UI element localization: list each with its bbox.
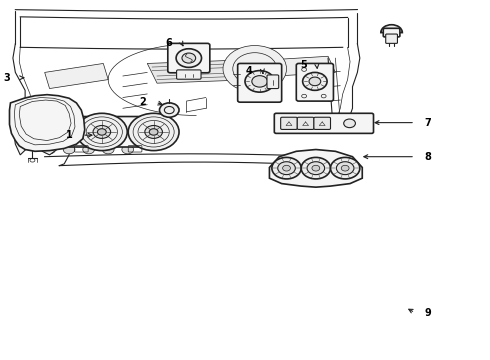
Circle shape	[272, 157, 301, 179]
Polygon shape	[63, 117, 169, 147]
Circle shape	[44, 145, 55, 154]
Circle shape	[283, 165, 291, 171]
FancyBboxPatch shape	[296, 63, 333, 101]
Circle shape	[122, 145, 134, 154]
Text: 4: 4	[246, 66, 253, 76]
Polygon shape	[32, 112, 64, 155]
Circle shape	[159, 103, 179, 117]
Circle shape	[312, 165, 320, 171]
Circle shape	[278, 162, 295, 175]
Circle shape	[83, 145, 95, 154]
Polygon shape	[9, 95, 85, 151]
Wedge shape	[381, 25, 402, 33]
Circle shape	[336, 162, 354, 175]
Circle shape	[102, 145, 114, 154]
FancyBboxPatch shape	[383, 28, 400, 37]
FancyBboxPatch shape	[314, 117, 331, 130]
Circle shape	[98, 129, 106, 135]
Circle shape	[341, 165, 349, 171]
Circle shape	[149, 129, 158, 135]
Text: 8: 8	[425, 152, 432, 162]
Circle shape	[301, 157, 331, 179]
Polygon shape	[270, 149, 362, 187]
Polygon shape	[45, 63, 108, 89]
Text: 3: 3	[4, 73, 10, 83]
Circle shape	[252, 76, 268, 87]
FancyBboxPatch shape	[297, 117, 314, 130]
Text: 1: 1	[66, 130, 73, 140]
Circle shape	[93, 126, 111, 138]
Circle shape	[307, 162, 325, 175]
FancyBboxPatch shape	[274, 113, 373, 134]
Circle shape	[331, 157, 360, 179]
Text: 9: 9	[425, 308, 432, 318]
Circle shape	[76, 113, 127, 150]
Text: 2: 2	[139, 97, 146, 107]
Circle shape	[128, 113, 179, 150]
Circle shape	[176, 49, 201, 67]
Polygon shape	[270, 56, 335, 76]
FancyBboxPatch shape	[281, 117, 297, 130]
Circle shape	[303, 72, 327, 90]
Circle shape	[309, 77, 321, 86]
FancyBboxPatch shape	[238, 63, 282, 102]
Text: 5: 5	[300, 59, 307, 69]
Circle shape	[182, 53, 196, 63]
Circle shape	[223, 45, 287, 92]
FancyBboxPatch shape	[267, 75, 279, 89]
Circle shape	[343, 119, 355, 128]
FancyBboxPatch shape	[386, 34, 397, 43]
Polygon shape	[147, 60, 255, 83]
Circle shape	[145, 126, 162, 138]
Polygon shape	[13, 101, 32, 155]
Text: 7: 7	[425, 118, 432, 128]
Text: 6: 6	[165, 38, 172, 48]
FancyBboxPatch shape	[176, 70, 201, 79]
Circle shape	[63, 145, 75, 154]
Circle shape	[245, 71, 274, 92]
FancyBboxPatch shape	[168, 43, 210, 73]
